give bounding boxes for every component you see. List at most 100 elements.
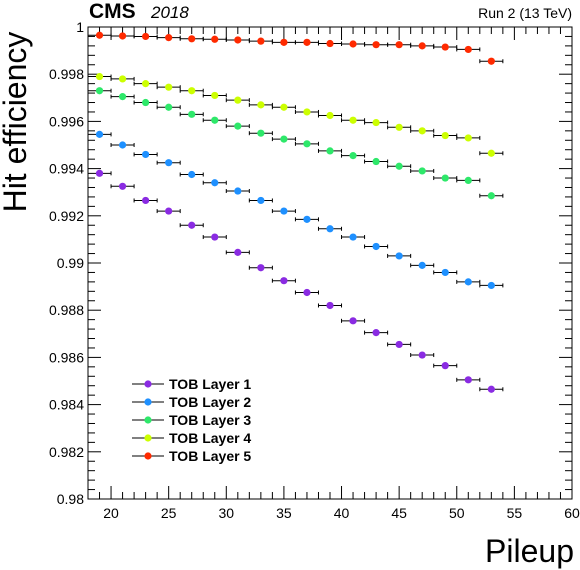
data-point [118, 32, 127, 40]
data-point [441, 174, 449, 182]
data-point [326, 39, 334, 48]
legend-marker [144, 380, 152, 388]
data-point [349, 233, 357, 241]
data-point [234, 36, 242, 44]
y-tick-label: 0.99 [57, 255, 84, 271]
data-point [372, 242, 380, 251]
data-point [395, 252, 403, 260]
legend-label: TOB Layer 3 [169, 412, 251, 428]
data-point [234, 248, 242, 256]
legend-marker [144, 434, 152, 442]
legend-label: TOB Layer 1 [169, 376, 251, 392]
series-1 [87, 169, 504, 393]
data-point [142, 80, 150, 88]
data-point [487, 192, 495, 200]
legend-marker [144, 398, 152, 406]
legend-marker [144, 452, 152, 460]
data-point [464, 45, 472, 54]
data-point [372, 118, 380, 127]
data-point [188, 87, 196, 95]
data-point [211, 233, 219, 241]
data-point [211, 91, 219, 100]
x-tick-label: 30 [218, 505, 234, 521]
data-point [95, 169, 104, 177]
data-point [234, 96, 242, 104]
y-axis-title: Hit efficiency [0, 32, 33, 213]
y-tick-label: 0.992 [49, 208, 84, 224]
y-tick-label: 0.982 [49, 444, 84, 460]
data-point [441, 131, 449, 140]
data-point [165, 159, 173, 167]
data-point [349, 152, 357, 160]
data-point [142, 98, 150, 107]
data-point [326, 147, 334, 155]
legend-entry: TOB Layer 4 [132, 430, 251, 446]
data-point [326, 225, 334, 233]
data-point [257, 196, 265, 205]
data-point [464, 376, 472, 384]
data-point [188, 35, 196, 43]
data-point [349, 40, 357, 48]
data-point [142, 196, 150, 205]
x-tick-label: 40 [334, 505, 350, 521]
data-point [464, 176, 472, 184]
run-label: Run 2 (13 TeV) [478, 5, 572, 21]
legend-label: TOB Layer 5 [169, 448, 251, 464]
data-point [165, 207, 173, 215]
data-point [487, 385, 495, 393]
data-points [87, 31, 504, 393]
series-3 [87, 87, 504, 200]
data-point [95, 31, 104, 39]
data-point [487, 149, 495, 157]
data-point [326, 301, 334, 310]
data-point [188, 170, 196, 179]
data-point [418, 42, 426, 50]
data-point [349, 116, 357, 124]
data-point [395, 340, 403, 349]
data-point [257, 264, 265, 272]
x-tick-label: 50 [449, 505, 465, 521]
data-point [95, 72, 104, 81]
data-point [303, 140, 311, 148]
y-tick-label: 0.998 [49, 66, 84, 82]
data-point [372, 329, 380, 337]
data-point [118, 141, 127, 149]
data-point [395, 162, 403, 170]
data-point [441, 362, 449, 370]
data-point [257, 37, 265, 45]
data-point [441, 43, 449, 51]
legend-marker [144, 416, 152, 424]
legend-label: TOB Layer 2 [169, 394, 251, 410]
data-point [487, 281, 495, 290]
data-point [395, 41, 403, 49]
x-axis-title: Pileup [485, 533, 574, 569]
x-tick-label: 45 [391, 505, 407, 521]
data-point [280, 38, 288, 46]
legend-entry: TOB Layer 2 [132, 394, 251, 410]
legend-entry: TOB Layer 5 [132, 448, 251, 464]
y-tick-label: 0.996 [49, 113, 84, 129]
y-tick-label: 1 [76, 19, 84, 35]
data-point [211, 116, 219, 124]
data-point [257, 129, 265, 137]
x-tick-label: 60 [564, 505, 580, 521]
data-point [418, 127, 426, 135]
cms-label: CMS [89, 0, 136, 23]
series-4 [87, 72, 504, 157]
legend-entry: TOB Layer 3 [132, 412, 251, 428]
legend-entry: TOB Layer 1 [132, 376, 251, 392]
data-point [142, 150, 150, 159]
data-point [303, 288, 311, 297]
data-point [234, 187, 242, 195]
y-tick-label: 0.986 [49, 349, 84, 365]
data-point [303, 215, 311, 223]
data-point [303, 38, 311, 46]
data-point [165, 103, 173, 111]
data-point [349, 317, 357, 325]
axis-ticks: 0.98 0.982 0.984 0.986 0.988 0.99 0.992 0.994 0.… [49, 19, 580, 521]
data-point [280, 135, 288, 143]
y-tick-label: 0.984 [49, 397, 84, 413]
data-point [326, 111, 334, 120]
series-5 [87, 31, 504, 65]
data-point [418, 351, 426, 359]
